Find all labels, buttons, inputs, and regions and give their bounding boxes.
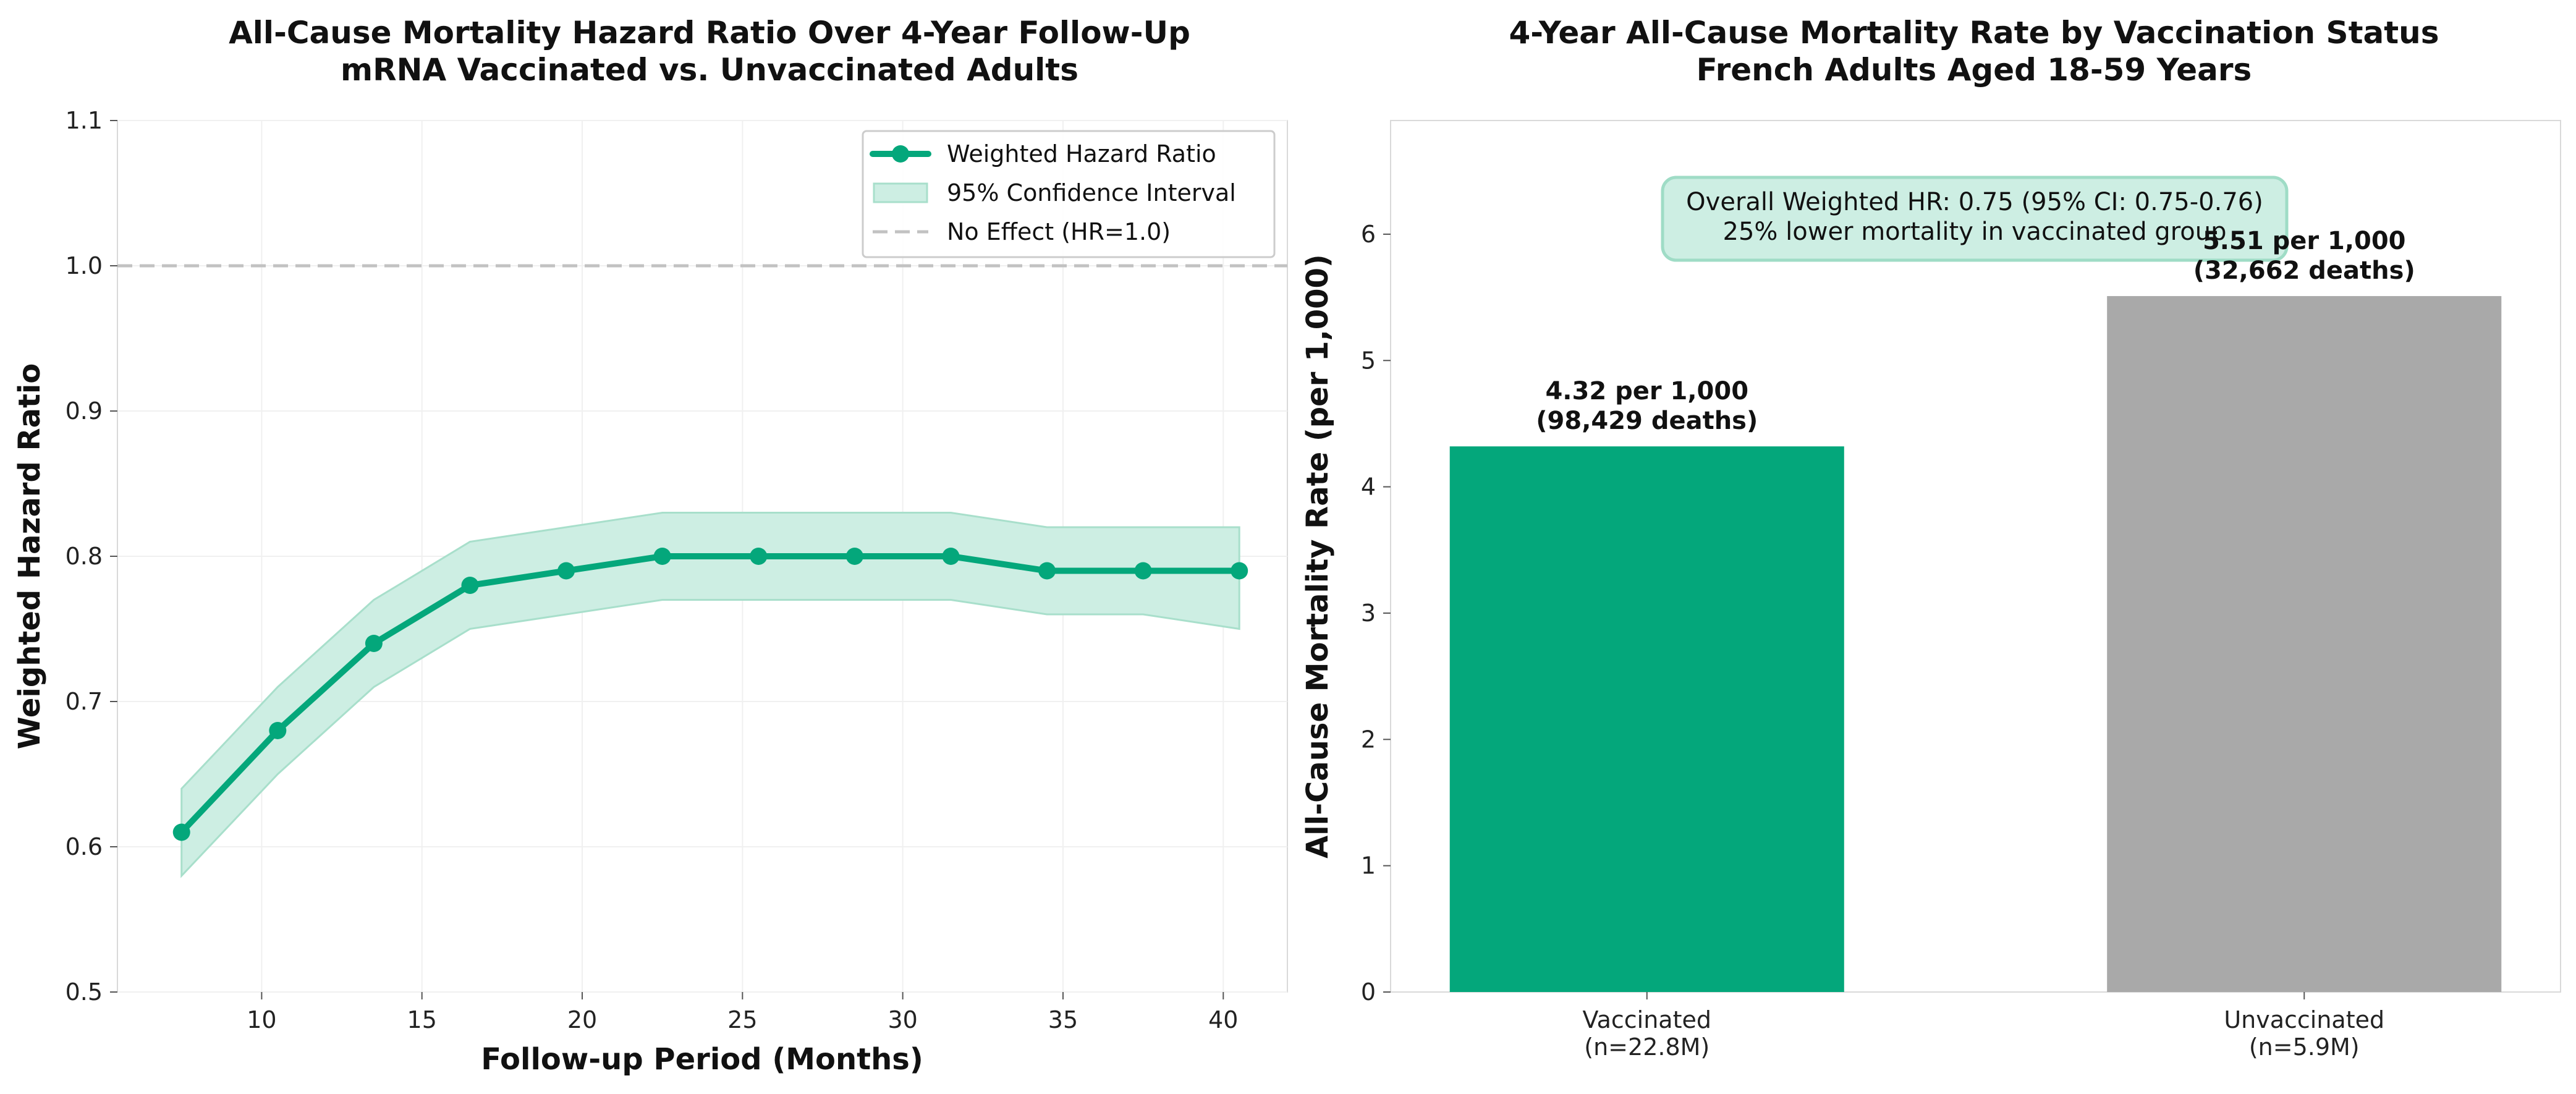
annotation-box (1661, 176, 2289, 262)
right-y-tick-label: 6 (1361, 221, 1376, 248)
legend-box (862, 130, 1276, 258)
left-y-tick-label: 0.7 (66, 688, 103, 715)
right-category-labels: Vaccinated(n=22.8M) Unvaccinated(n=5.9M) (1583, 992, 2384, 1061)
hazard-ratio-points (172, 548, 1248, 841)
category-label: Vaccinated (1583, 1006, 1711, 1033)
bar-value-label: 4.32 per 1,000 (1545, 377, 1748, 405)
legend-label-reference: No Effect (HR=1.0) (947, 218, 1171, 245)
right-y-ticks: 0 1 2 3 4 5 6 (1361, 221, 1391, 1006)
bar-deaths-label: (32,662 deaths) (2193, 257, 2415, 285)
bar-deaths-label: (98,429 deaths) (1536, 407, 1758, 435)
legend-label-ci: 95% Confidence Interval (947, 179, 1236, 206)
left-x-ticks: 10 15 20 25 30 35 40 (247, 992, 1238, 1033)
left-x-tick-label: 20 (567, 1006, 597, 1033)
mortality-bar (2107, 296, 2502, 993)
left-chart-title-line-2: mRNA Vaccinated vs. Unvaccinated Adults (341, 52, 1078, 88)
mortality-bar (1449, 446, 1844, 992)
left-y-tick-label: 0.6 (66, 833, 103, 860)
left-y-tick-label: 1.0 (66, 252, 103, 279)
right-y-tick-label: 5 (1361, 347, 1376, 374)
hazard-ratio-point (365, 635, 383, 652)
left-x-tick-label: 25 (727, 1006, 757, 1033)
right-y-tick-label: 0 (1361, 978, 1376, 1006)
mortality-bars (1449, 296, 2502, 993)
annotation-line-2: 25% lower mortality in vaccinated group (1723, 218, 2227, 246)
left-x-axis-label: Follow-up Period (Months) (481, 1042, 923, 1077)
hazard-ratio-point (845, 548, 863, 565)
left-legend: Weighted Hazard Ratio 95% Confidence Int… (862, 130, 1276, 258)
left-y-ticks: 0.5 0.6 0.7 0.8 0.9 1.0 1.1 (66, 107, 117, 1006)
category-label: (n=5.9M) (2249, 1033, 2360, 1061)
left-x-tick-label: 35 (1048, 1006, 1078, 1033)
summary-annotation: Overall Weighted HR: 0.75 (95% CI: 0.75-… (1661, 176, 2289, 262)
hazard-ratio-point (653, 548, 671, 565)
left-y-axis-label: Weighted Hazard Ratio (12, 363, 47, 750)
bar-value-labels: 4.32 per 1,000(98,429 deaths) 5.51 per 1,… (1536, 227, 2415, 435)
hazard-ratio-point (461, 577, 479, 594)
hazard-ratio-point (750, 548, 768, 565)
left-x-tick-label: 40 (1208, 1006, 1238, 1033)
hazard-ratio-point (1231, 562, 1248, 580)
hazard-ratio-line (178, 553, 1243, 836)
left-y-tick-label: 0.9 (66, 397, 103, 425)
hazard-ratio-point (1038, 562, 1056, 580)
left-y-tick-label: 0.8 (66, 543, 103, 570)
right-y-tick-label: 3 (1361, 600, 1376, 627)
hazard-ratio-point (172, 823, 190, 841)
category-label: (n=22.8M) (1584, 1033, 1710, 1061)
hazard-ratio-chart: All-Cause Mortality Hazard Ratio Over 4-… (12, 15, 1288, 1077)
left-x-tick-label: 15 (407, 1006, 437, 1033)
legend-label-hazard-ratio: Weighted Hazard Ratio (947, 140, 1216, 167)
left-chart-title-line-1: All-Cause Mortality Hazard Ratio Over 4-… (229, 15, 1190, 51)
right-y-tick-label: 2 (1361, 726, 1376, 753)
legend-marker-swatch (892, 145, 909, 163)
bar-value-label: 5.51 per 1,000 (2203, 227, 2406, 255)
hazard-ratio-point (1134, 562, 1152, 580)
annotation-line-1: Overall Weighted HR: 0.75 (95% CI: 0.75-… (1686, 188, 2263, 216)
mortality-rate-chart: 4-Year All-Cause Mortality Rate by Vacci… (1300, 15, 2561, 1061)
hazard-ratio-point (269, 722, 287, 739)
right-y-axis-label: All-Cause Mortality Rate (per 1,000) (1300, 254, 1335, 859)
left-x-tick-label: 10 (247, 1006, 276, 1033)
right-y-tick-label: 4 (1361, 473, 1376, 501)
hazard-ratio-point (942, 548, 960, 565)
right-chart-title-line-2: French Adults Aged 18-59 Years (1697, 52, 2252, 88)
left-y-tick-label: 0.5 (66, 978, 103, 1006)
right-y-tick-label: 1 (1361, 852, 1376, 880)
category-label: Unvaccinated (2224, 1006, 2384, 1033)
legend-ci-swatch (873, 182, 928, 203)
hazard-ratio-point (557, 562, 575, 580)
right-chart-title-line-1: 4-Year All-Cause Mortality Rate by Vacci… (1509, 15, 2439, 51)
left-x-tick-label: 30 (888, 1006, 917, 1033)
confidence-interval-band (180, 512, 1240, 878)
left-y-tick-label: 1.1 (66, 107, 103, 134)
